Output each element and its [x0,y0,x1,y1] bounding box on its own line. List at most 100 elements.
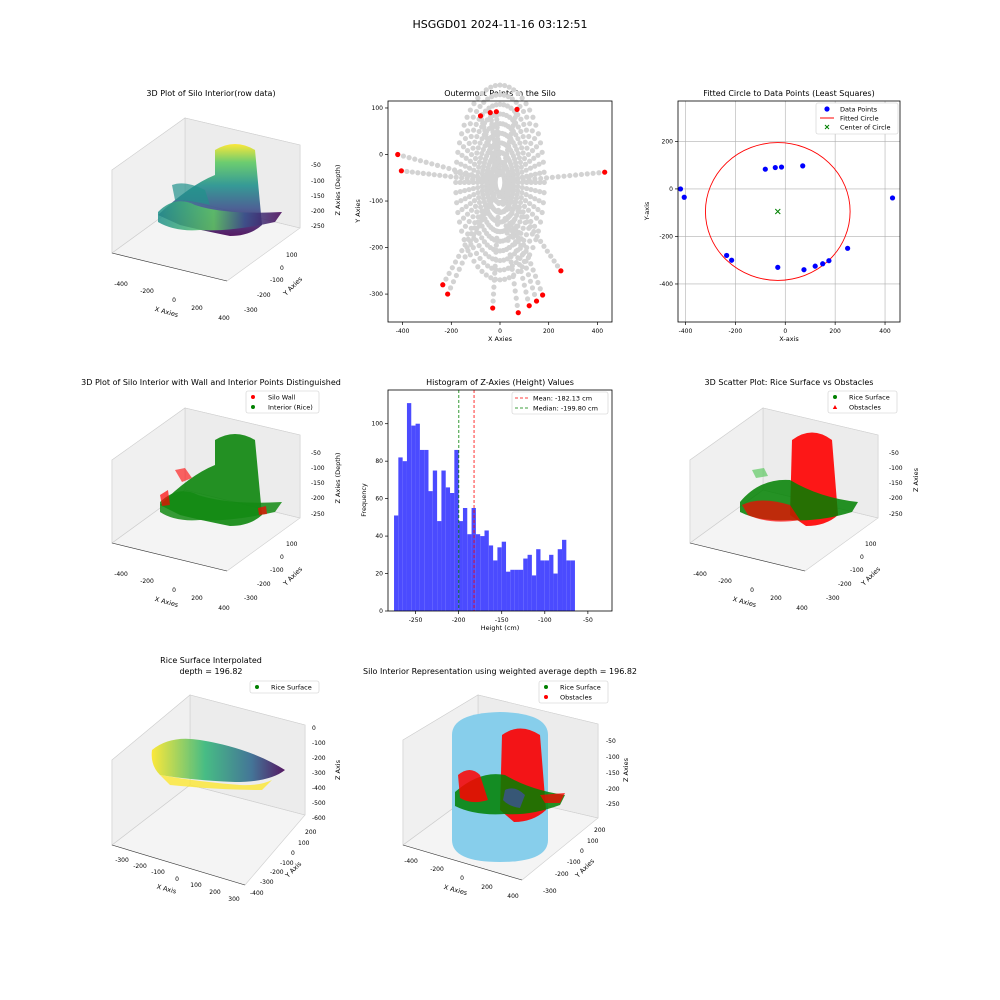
interior-point [479,268,485,274]
interior-point [519,184,525,191]
interior-point [519,145,525,151]
interior-point [475,145,481,151]
histogram-bar [566,560,571,611]
interior-point [437,172,443,178]
interior-point [509,263,515,269]
tick-z-1: -100 [311,465,325,472]
panel-3d-wall-interior-title: 3D Plot of Silo Interior with Wall and I… [81,378,341,387]
tick-y-1: 100 [298,840,310,847]
interior-point [485,263,491,269]
interior-point [470,173,476,179]
interior-point [531,223,538,229]
data-point [800,163,806,169]
interior-point [590,170,596,176]
interior-point [522,161,529,167]
axis-z-weighted: -50 -100 -150 -200 -250 Z Axies [606,738,630,808]
legend-center-of-circle: Center of Circle [840,124,891,132]
interior-point [462,135,469,142]
interior-point [519,95,525,101]
panel-3d-rice-obstacles: 3D Scatter Plot: Rice Surface vs Obstacl… [689,378,920,612]
interior-point [457,170,463,176]
interior-point [466,172,472,178]
legend-obstacles: Obstacles [849,404,882,412]
y-tick-label: -300 [369,291,383,298]
interior-point [520,225,526,231]
interior-point [460,215,467,221]
legend-frame [511,391,609,415]
interior-point [524,114,530,120]
interior-point [529,211,536,217]
interior-point [479,235,485,241]
interior-point [490,298,496,304]
y-tick-label: -200 [369,245,383,252]
interior-point [523,265,529,271]
interior-point [497,82,503,88]
tick-x-2: 0 [750,587,754,594]
interior-point [515,247,521,253]
panel-outermost: Outermost Points in the Silo -400-200020… [354,82,613,343]
tick-z-4: -250 [889,511,903,518]
x-tick-label: -200 [452,617,466,624]
interior-point [468,225,474,231]
histogram-bar [462,507,468,611]
interior-point [475,190,481,196]
tick-z-0: 0 [312,725,316,732]
legend-rice-surface-interp: Rice Surface [271,684,312,692]
axis-label-x: X Axies [732,595,758,609]
interior-point [520,133,526,140]
axis-label-y: Y Axies [281,275,304,298]
interior-point [523,101,529,107]
interior-point [541,169,547,175]
interior-point [537,140,544,146]
interior-point [524,145,530,151]
interior-point [473,250,480,257]
legend-fitted-circle: Fitted Circle [840,115,879,123]
interior-point [529,148,536,154]
tick-x-0: -400 [114,571,128,578]
outermost-point [493,109,499,115]
histogram-bar [570,560,575,611]
outermost-point [445,291,451,297]
tick-z-0: -50 [311,162,321,169]
interior-point [515,268,521,274]
y-ticks-outermost: 100 0 -100 -200 -300 [369,105,388,298]
interior-point [479,124,485,130]
tick-y-4: -300 [244,595,258,602]
center-marker [774,208,781,215]
interior-point [535,279,541,286]
interior-point [467,252,473,258]
panel-interpolated-title: Rice Surface Interpolated [160,656,262,665]
interior-point [476,230,482,236]
legend-rice-surface-weighted: Rice Surface [560,684,601,692]
interior-point [515,188,521,194]
legend-interior: Interior (Rice) [268,404,313,412]
legend-median: Median: -199.80 cm [533,405,598,413]
interior-point [475,214,481,220]
interior-point [456,219,463,225]
interior-point [513,227,519,233]
interior-point [528,140,534,146]
interior-point [518,230,524,236]
tick-z-3: -200 [311,495,325,502]
interior-point [453,272,459,279]
interior-point [457,188,463,195]
histogram-bar [540,560,545,611]
interior-point [493,267,499,273]
interior-point [480,163,487,169]
interior-point [532,196,538,202]
interior-point [467,121,473,127]
interior-point [520,209,526,215]
data-point [729,257,735,263]
x-tick-label: -50 [583,617,593,624]
tick-y-5: -300 [543,888,557,895]
data-point [845,245,851,251]
surface-interpolated [151,738,285,790]
tick-z-0: -50 [889,450,899,457]
interior-point [510,182,517,189]
interior-point [464,114,470,120]
interior-point [456,253,462,259]
interior-point [513,195,520,202]
histogram-bar [415,423,420,611]
